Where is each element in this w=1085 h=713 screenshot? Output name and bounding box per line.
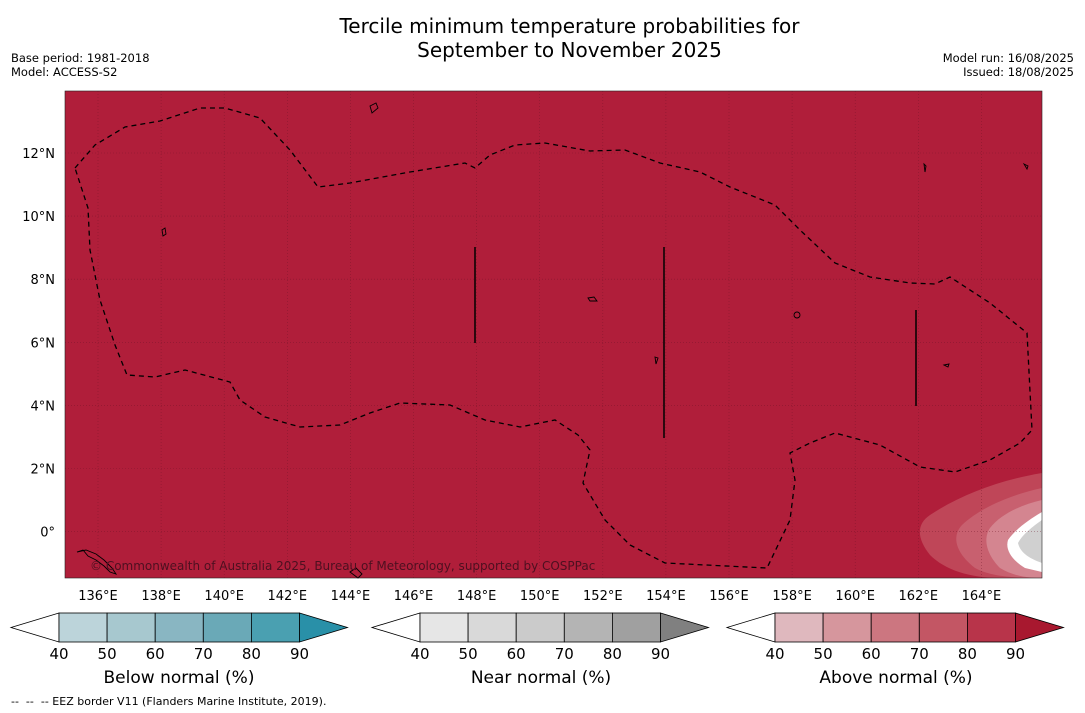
base-period: Base period: 1981-2018 (11, 51, 150, 65)
colorbar-tick-label: 60 (862, 645, 881, 663)
colorbar-segment (250, 612, 300, 643)
colorbar-tick-label: 40 (49, 645, 68, 663)
map-frame (64, 90, 1043, 579)
graticule (65, 91, 1042, 578)
colorbar-arrow-left (725, 612, 776, 643)
colorbar-tick-label: 50 (459, 645, 478, 663)
colorbar-tick-label: 70 (194, 645, 213, 663)
title-line-2: September to November 2025 (417, 38, 722, 62)
colorbar-segment (774, 612, 824, 643)
lat-tick-label: 10°N (22, 210, 55, 225)
colorbar-tick-label: 80 (242, 645, 261, 663)
lon-tick-label: 150°E (520, 589, 560, 604)
colorbar-tick-label: 50 (98, 645, 117, 663)
colorbar-segment (918, 612, 968, 643)
colorbar-title-below: Below normal (%) (103, 668, 255, 688)
lon-tick-label: 156°E (709, 589, 749, 604)
lon-tick-label: 158°E (772, 589, 812, 604)
colorbar-tick-label: 90 (290, 645, 309, 663)
lon-tick-label: 154°E (646, 589, 686, 604)
lat-tick-label: 2°N (31, 463, 56, 478)
copyright-text: © Commonwealth of Australia 2025, Bureau… (90, 559, 595, 573)
meta-left: Base period: 1981-2018 Model: ACCESS-S2 (11, 51, 150, 79)
colorbar-tick-label: 70 (555, 645, 574, 663)
lat-tick-label: 12°N (22, 147, 55, 162)
colorbar-tick-label: 40 (410, 645, 429, 663)
lat-tick-label: 4°N (31, 399, 56, 414)
colorbar-tick-label: 90 (651, 645, 670, 663)
meta-right: Model run: 16/08/2025 Issued: 18/08/2025 (943, 51, 1074, 79)
colorbar-2: 40 50 60 70 80 90 (725, 612, 1065, 663)
colorbar-tick-label: 70 (910, 645, 929, 663)
model-name: Model: ACCESS-S2 (11, 65, 118, 79)
colorbar-tick-label: 80 (958, 645, 977, 663)
colorbar-segment (563, 612, 613, 643)
colorbar-title-near: Near normal (%) (470, 668, 612, 688)
lon-tick-label: 142°E (268, 589, 308, 604)
colorbar-segment (612, 612, 661, 643)
lat-tick-label: 0° (40, 526, 55, 541)
colorbar-tick-label: 50 (814, 645, 833, 663)
colorbar-arrow-right (1015, 612, 1065, 643)
colorbar-segment (822, 612, 872, 643)
lat-tick-label: 6°N (31, 336, 56, 351)
lon-tick-label: 136°E (78, 589, 118, 604)
lon-tick-label: 140°E (204, 589, 244, 604)
issued-date: Issued: 18/08/2025 (963, 65, 1074, 79)
lon-tick-label: 164°E (962, 589, 1002, 604)
model-run: Model run: 16/08/2025 (942, 51, 1074, 65)
colorbar-arrow-right (660, 612, 710, 643)
colorbar-segment (467, 612, 517, 643)
title-line-1: Tercile minimum temperature probabilitie… (339, 14, 800, 38)
chart-title: Tercile minimum temperature probabilitie… (0, 14, 1085, 62)
colorbar-segment (58, 612, 108, 643)
longitude-labels: 136°E 138°E 140°E 142°E 144°E 146°E 148°E 150°E… (78, 589, 1001, 604)
lon-tick-label: 144°E (331, 589, 371, 604)
colorbar-segment (870, 612, 920, 643)
colorbar-segment (106, 612, 156, 643)
lat-tick-label: 8°N (31, 273, 56, 288)
colorbar-tick-label: 40 (765, 645, 784, 663)
latitude-labels: 12°N 10°N 8°N 6°N 4°N 2°N 0° (22, 147, 55, 541)
colorbar-1: 40 50 60 70 80 90 (370, 612, 710, 663)
colorbar-tick-label: 60 (507, 645, 526, 663)
colorbar-segment (419, 612, 469, 643)
lon-tick-label: 138°E (141, 589, 181, 604)
lon-tick-label: 162°E (899, 589, 939, 604)
footnote: -- -- -- EEZ border V11 (Flanders Marine… (11, 695, 327, 708)
colorbar-arrow-left (9, 612, 60, 643)
probability-patch (919, 473, 1042, 578)
colorbars: 40 50 60 70 80 90 40 50 60 70 80 90 40 50 60 70 80 90 (9, 612, 1065, 663)
colorbar-segment (515, 612, 565, 643)
colorbar-segment (202, 612, 252, 643)
colorbar-0: 40 50 60 70 80 90 (9, 612, 349, 663)
colorbar-tick-label: 80 (603, 645, 622, 663)
lon-tick-label: 146°E (394, 589, 434, 604)
lon-tick-label: 152°E (583, 589, 623, 604)
islands (76, 102, 1029, 579)
colorbar-segment (967, 612, 1016, 643)
colorbar-tick-label: 90 (1006, 645, 1025, 663)
colorbar-arrow-right (299, 612, 349, 643)
colorbar-arrow-left (370, 612, 421, 643)
colorbar-title-above: Above normal (%) (819, 668, 973, 688)
colorbar-segment (154, 612, 204, 643)
eez-border (74, 107, 1033, 569)
lon-tick-label: 160°E (835, 589, 875, 604)
map-background (65, 91, 1042, 578)
lon-tick-label: 148°E (457, 589, 497, 604)
colorbar-tick-label: 60 (146, 645, 165, 663)
